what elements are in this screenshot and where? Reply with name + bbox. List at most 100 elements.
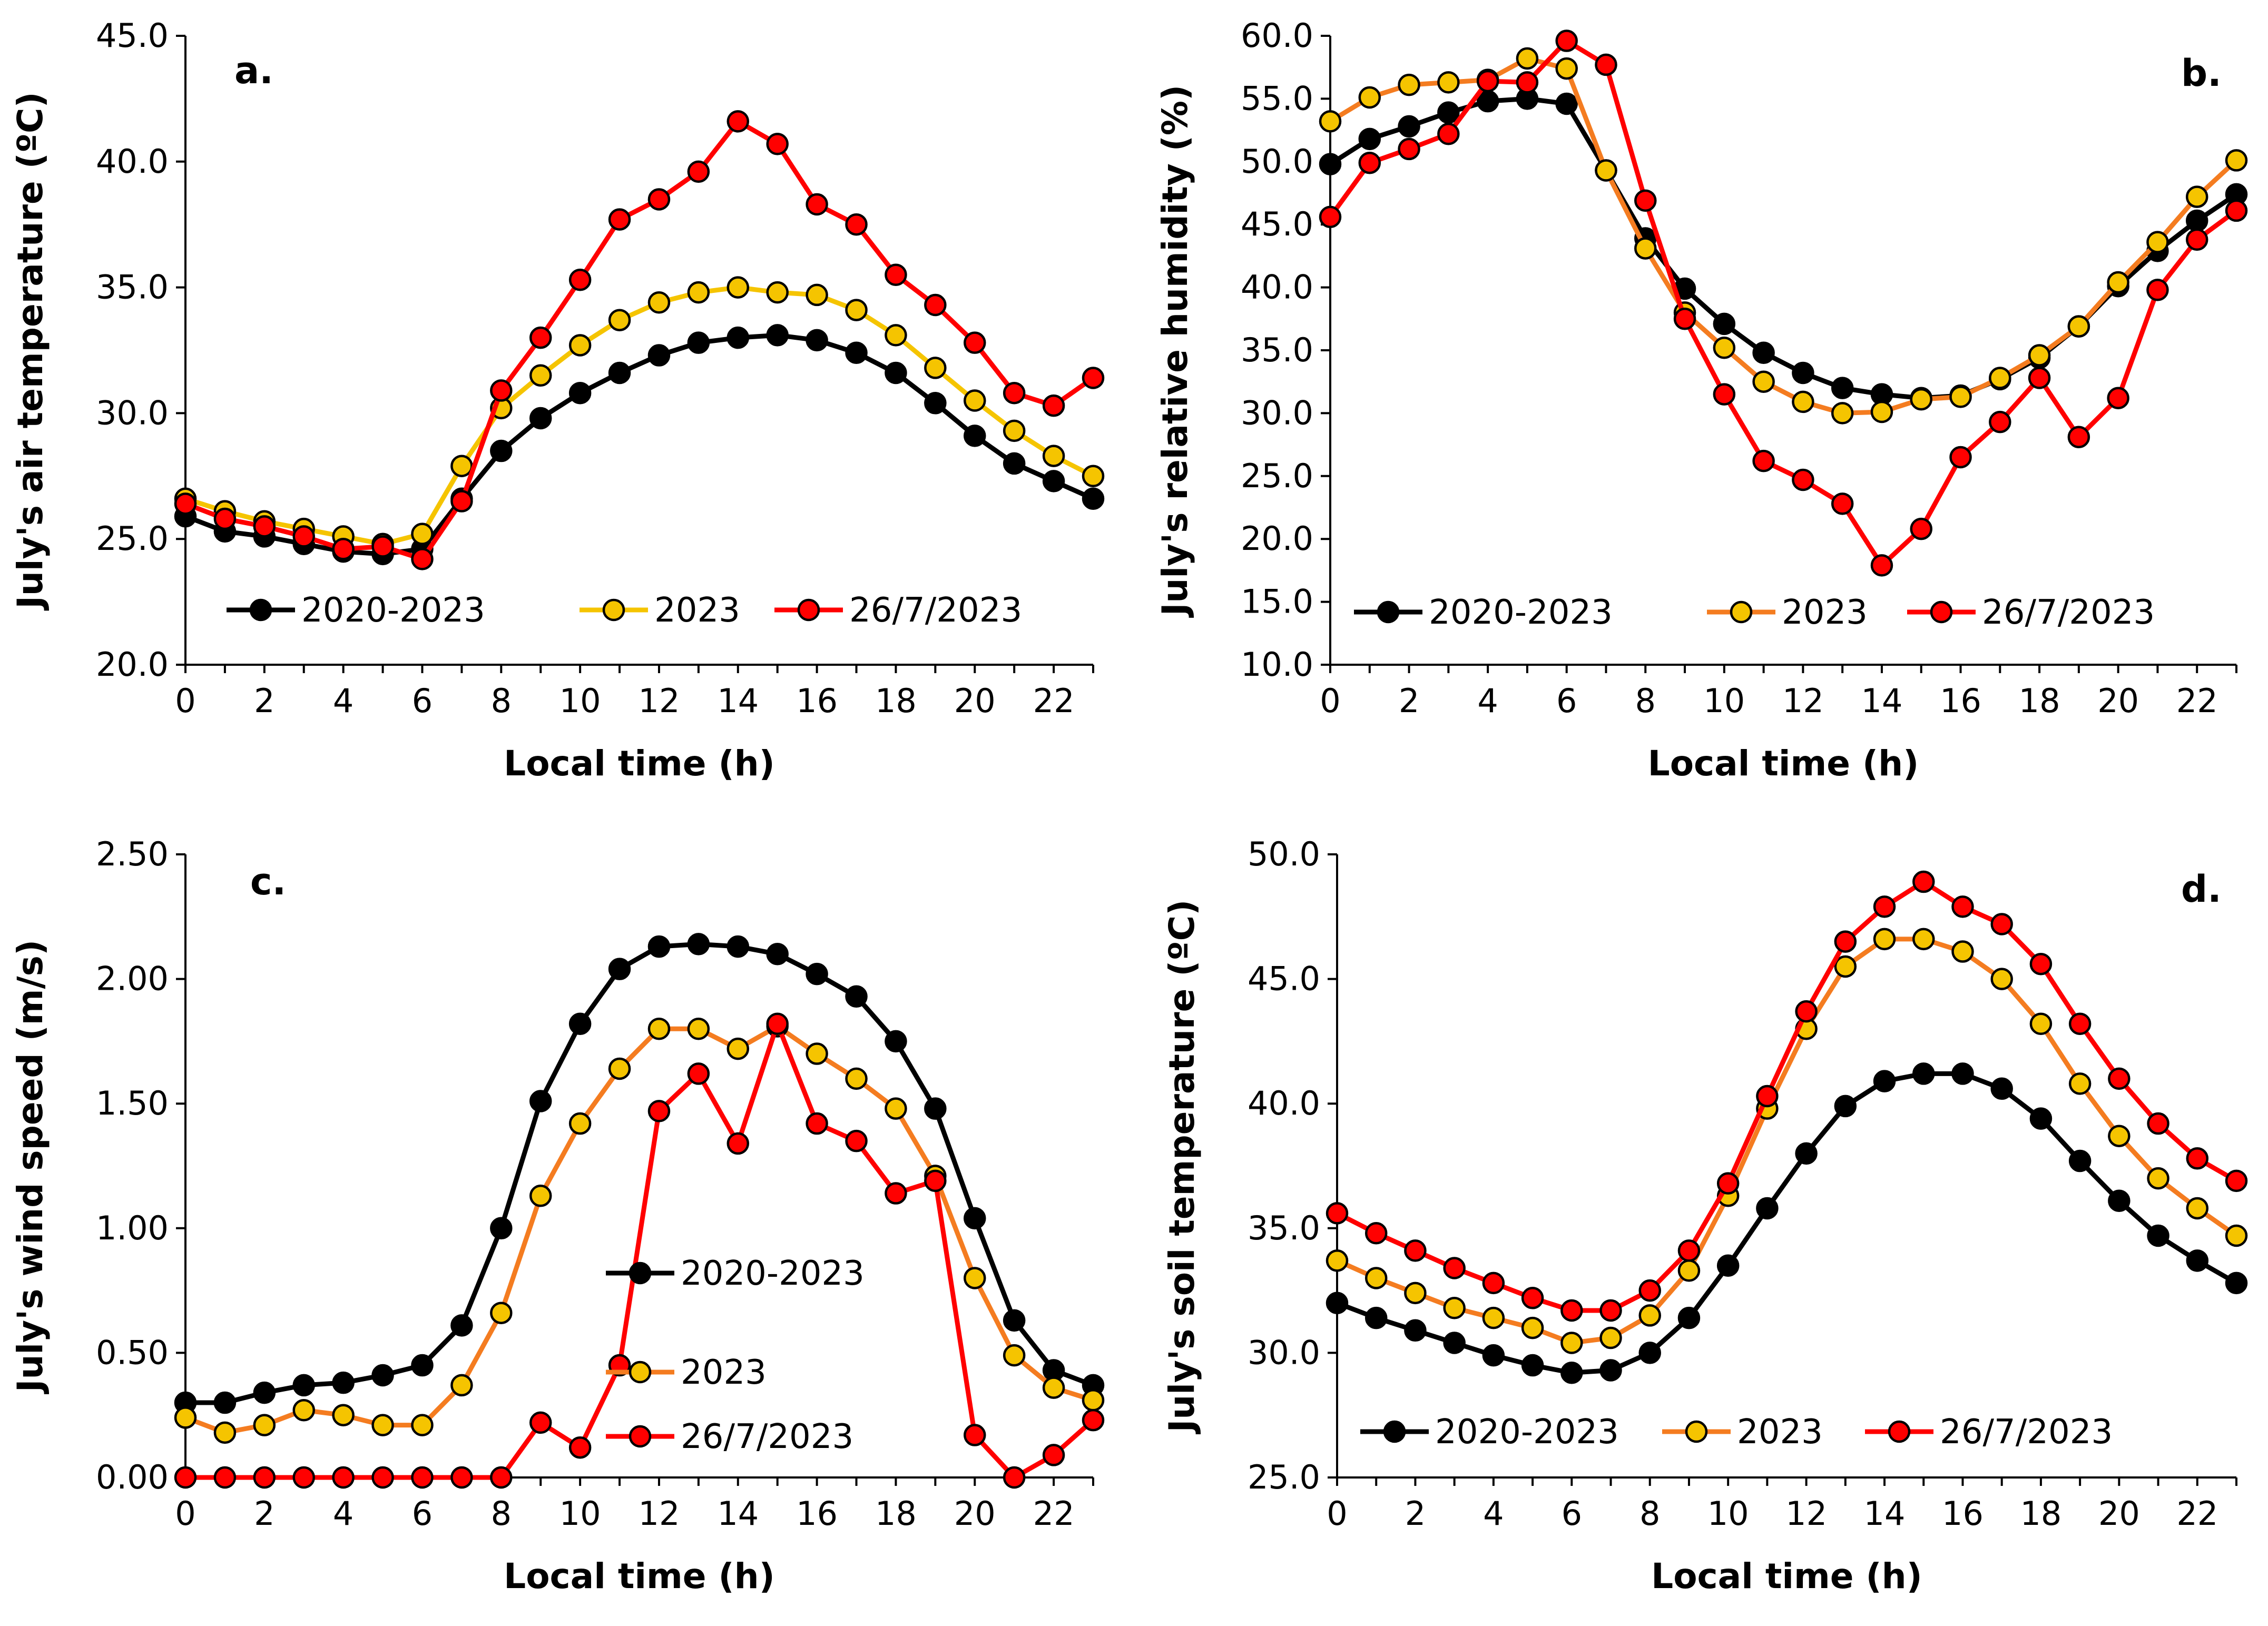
x-tick-label: 0 <box>1327 1494 1347 1533</box>
y-tick-label: 25.0 <box>96 519 169 558</box>
x-tick-label: 16 <box>796 1494 838 1533</box>
data-point <box>1792 390 1814 413</box>
data-point <box>1752 341 1775 364</box>
data-point <box>1404 1282 1427 1305</box>
y-tick-label: 30.0 <box>1241 393 1313 432</box>
x-tick-label: 16 <box>1940 682 1981 720</box>
legend-item-2023: 2023 <box>1707 593 1868 632</box>
data-point <box>1482 1272 1505 1295</box>
data-point <box>450 490 473 513</box>
x-tick-label: 6 <box>1562 1494 1582 1533</box>
y-tick-label: 40.0 <box>1241 268 1313 307</box>
data-point <box>1677 1259 1701 1282</box>
data-point <box>766 324 789 347</box>
legend-marker <box>797 598 820 622</box>
data-point <box>2147 1167 2169 1190</box>
y-tick-label: 0.00 <box>96 1458 169 1496</box>
x-tick-label: 20 <box>2098 1494 2140 1533</box>
x-tick-label: 12 <box>1782 682 1824 720</box>
data-point <box>1595 53 1617 76</box>
y-tick-label: 30.0 <box>1248 1333 1320 1372</box>
data-point <box>371 535 394 558</box>
data-point <box>1910 517 1932 540</box>
data-point <box>2225 199 2248 222</box>
x-tick-label: 2 <box>254 682 274 720</box>
series-26-7-2023 <box>1319 29 2248 577</box>
legend-item-2020-2023: 2020-2023 <box>1360 1413 1619 1452</box>
data-point <box>1756 1197 1779 1220</box>
data-point <box>964 1267 986 1289</box>
data-point <box>2225 1272 2248 1295</box>
series-26-7-2023 <box>174 1012 1105 1489</box>
data-point <box>1003 452 1026 475</box>
data-point <box>529 1185 552 1207</box>
data-point <box>1677 1239 1701 1262</box>
x-axis-title: Local time (h) <box>1648 743 1919 784</box>
y-tick-label: 10.0 <box>1241 645 1313 684</box>
legend-marker <box>629 1425 652 1448</box>
data-point <box>253 1381 276 1404</box>
y-tick-label: 1.50 <box>96 1084 169 1122</box>
x-tick-label: 18 <box>875 1494 917 1533</box>
data-point <box>766 1012 789 1036</box>
y-axis-title: July's wind speed (m/s) <box>10 940 51 1394</box>
legend-label: 26/7/2023 <box>849 591 1022 630</box>
data-point <box>1831 377 1854 399</box>
data-point <box>529 1090 552 1112</box>
data-point <box>1990 913 2013 935</box>
x-tick-label: 2 <box>1399 682 1419 720</box>
y-tick-label: 30.0 <box>96 393 169 432</box>
y-tick-label: 50.0 <box>1248 835 1320 873</box>
data-point <box>647 1017 671 1040</box>
data-point <box>490 1302 513 1324</box>
legend-item-26-7-2023: 26/7/2023 <box>1865 1413 2113 1452</box>
data-point <box>371 1414 394 1436</box>
x-tick-label: 8 <box>491 1494 512 1533</box>
x-tick-label: 18 <box>2019 682 2060 720</box>
data-point <box>1443 1257 1466 1279</box>
x-tick-label: 22 <box>1033 682 1075 720</box>
data-point <box>1912 1062 1935 1085</box>
legend-marker <box>249 598 272 622</box>
y-tick-label: 60.0 <box>1241 16 1313 55</box>
x-tick-label: 16 <box>796 682 838 720</box>
data-point <box>568 381 592 405</box>
y-tick-label: 55.0 <box>1241 79 1313 117</box>
data-point <box>2029 952 2053 975</box>
y-tick-label: 45.0 <box>1241 205 1313 243</box>
data-point <box>1599 1299 1622 1322</box>
data-point <box>1752 449 1775 472</box>
data-point <box>726 935 750 958</box>
data-point <box>845 213 868 236</box>
data-point <box>2029 1012 2053 1036</box>
data-point <box>2107 271 2129 294</box>
x-tick-label: 8 <box>491 682 512 720</box>
y-tick-label: 20.0 <box>1241 519 1313 558</box>
legend-label: 26/7/2023 <box>1982 593 2155 632</box>
data-point <box>1042 470 1065 492</box>
data-point <box>1560 1332 1583 1354</box>
data-point <box>766 281 789 304</box>
chart-panel-3: 0.00 0.50 1.00 1.50 2.00 2.50 0 2 4 6 8 10 12 14 16 18 2… <box>10 835 1105 1597</box>
data-point <box>687 1062 710 1085</box>
data-point <box>1638 1279 1661 1302</box>
data-point <box>1521 1287 1544 1309</box>
data-point <box>924 357 947 379</box>
legend-item-2020-2023: 2020-2023 <box>606 1254 865 1293</box>
data-point <box>1003 1466 1026 1489</box>
y-tick-label: 25.0 <box>1248 1458 1320 1496</box>
data-point <box>806 329 828 352</box>
data-point <box>1673 308 1696 330</box>
data-point <box>964 425 986 447</box>
legend-item-2020-2023: 2020-2023 <box>227 591 485 630</box>
data-point <box>2186 1249 2209 1272</box>
data-point <box>1989 410 2011 433</box>
data-point <box>529 1411 552 1434</box>
x-axis-title: Local time (h) <box>1651 1556 1922 1597</box>
data-point <box>885 1097 907 1120</box>
x-tick-label: 22 <box>2176 682 2218 720</box>
data-point <box>687 1017 710 1040</box>
data-point <box>568 1436 592 1459</box>
data-point <box>647 291 671 314</box>
